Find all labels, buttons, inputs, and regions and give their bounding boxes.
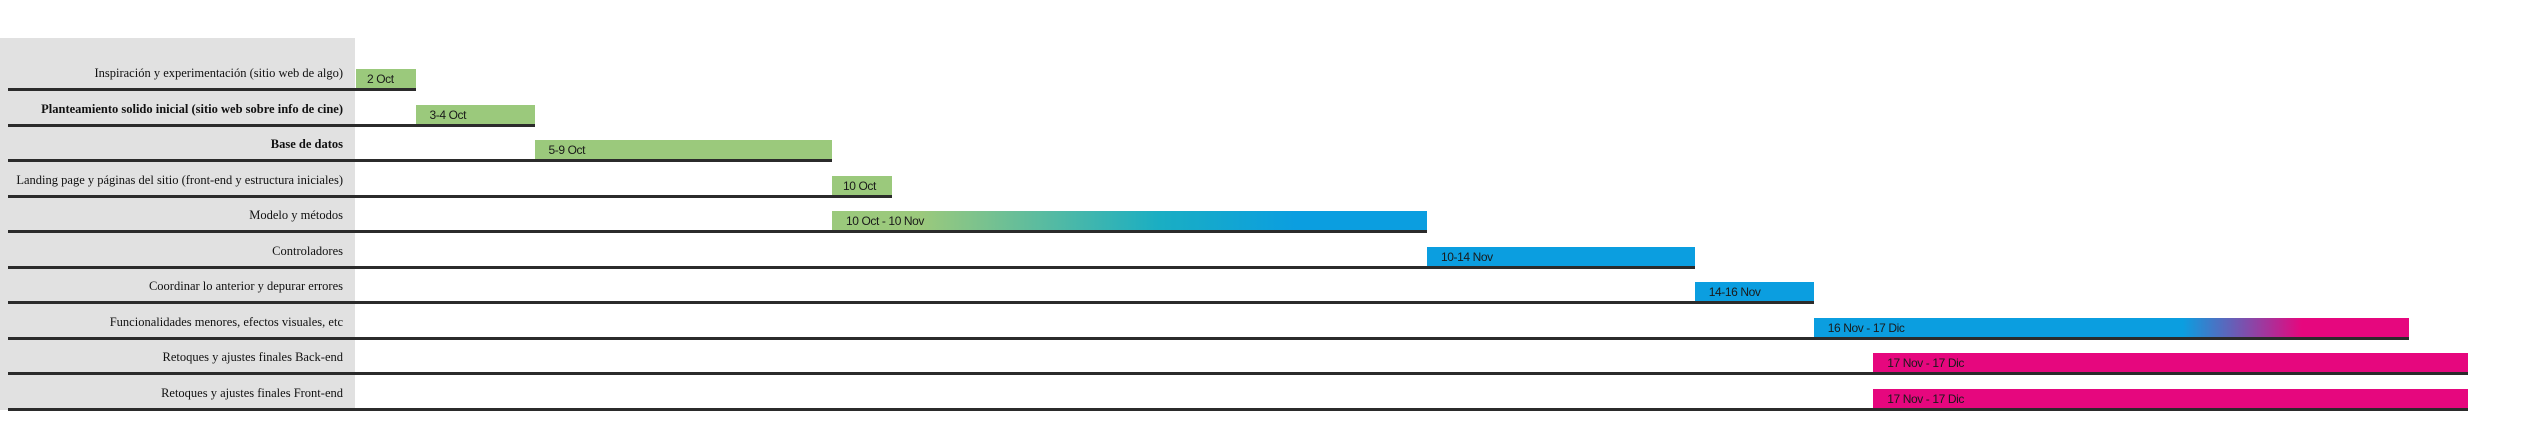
task-label: Planteamiento solido inicial (sitio web … [41,101,343,116]
task-bar [356,69,416,88]
task-label: Coordinar lo anterior y depurar errores [148,279,343,293]
row-divider [8,372,2469,375]
bar-date-label: 2 Oct [367,72,394,86]
bar-date-label: 10 Oct [843,178,876,193]
task-bar [415,104,535,124]
task-label: Inspiración y experimentación (sitio web… [94,66,343,80]
task-label: Funcionalidades menores, efectos visuale… [109,314,343,329]
task-bar [1873,353,2469,372]
row-divider [8,123,535,127]
task-label: Retoques y ajustes finales Back-end [162,350,343,364]
task-label-panel [0,38,355,410]
row-divider [8,407,2469,411]
task-label: Retoques y ajustes finales Front-end [161,385,343,400]
task-bar [1694,282,1814,301]
task-bar [1813,317,2409,337]
row-divider [8,159,832,162]
row-divider [8,194,892,198]
bar-date-label: 5-9 Oct [548,143,586,157]
bar-date-label: 17 Nov - 17 Dic [1887,391,1964,406]
bar-date-label: 10-14 Nov [1441,249,1493,264]
task-bar [534,140,832,159]
row-divider [8,336,2409,340]
task-label: Landing page y páginas del sitio (front-… [16,172,343,187]
task-label: Modelo y métodos [249,208,343,222]
task-label: Controladores [272,243,343,258]
bar-date-label: 17 Nov - 17 Dic [1887,356,1964,370]
task-bar [1427,246,1695,266]
task-bar [832,211,1427,230]
bar-date-label: 14-16 Nov [1708,285,1761,299]
task-label: Base de datos [270,137,343,151]
task-bar [1873,388,2469,408]
row-divider [8,265,1695,269]
row-divider [8,88,416,91]
task-bar [832,175,892,195]
row-divider [8,301,1814,304]
bar-date-label: 10 Oct - 10 Nov [846,214,925,228]
bar-date-label: 3-4 Oct [429,107,467,122]
bar-date-label: 16 Nov - 17 Dic [1827,320,1905,335]
row-divider [8,230,1427,233]
